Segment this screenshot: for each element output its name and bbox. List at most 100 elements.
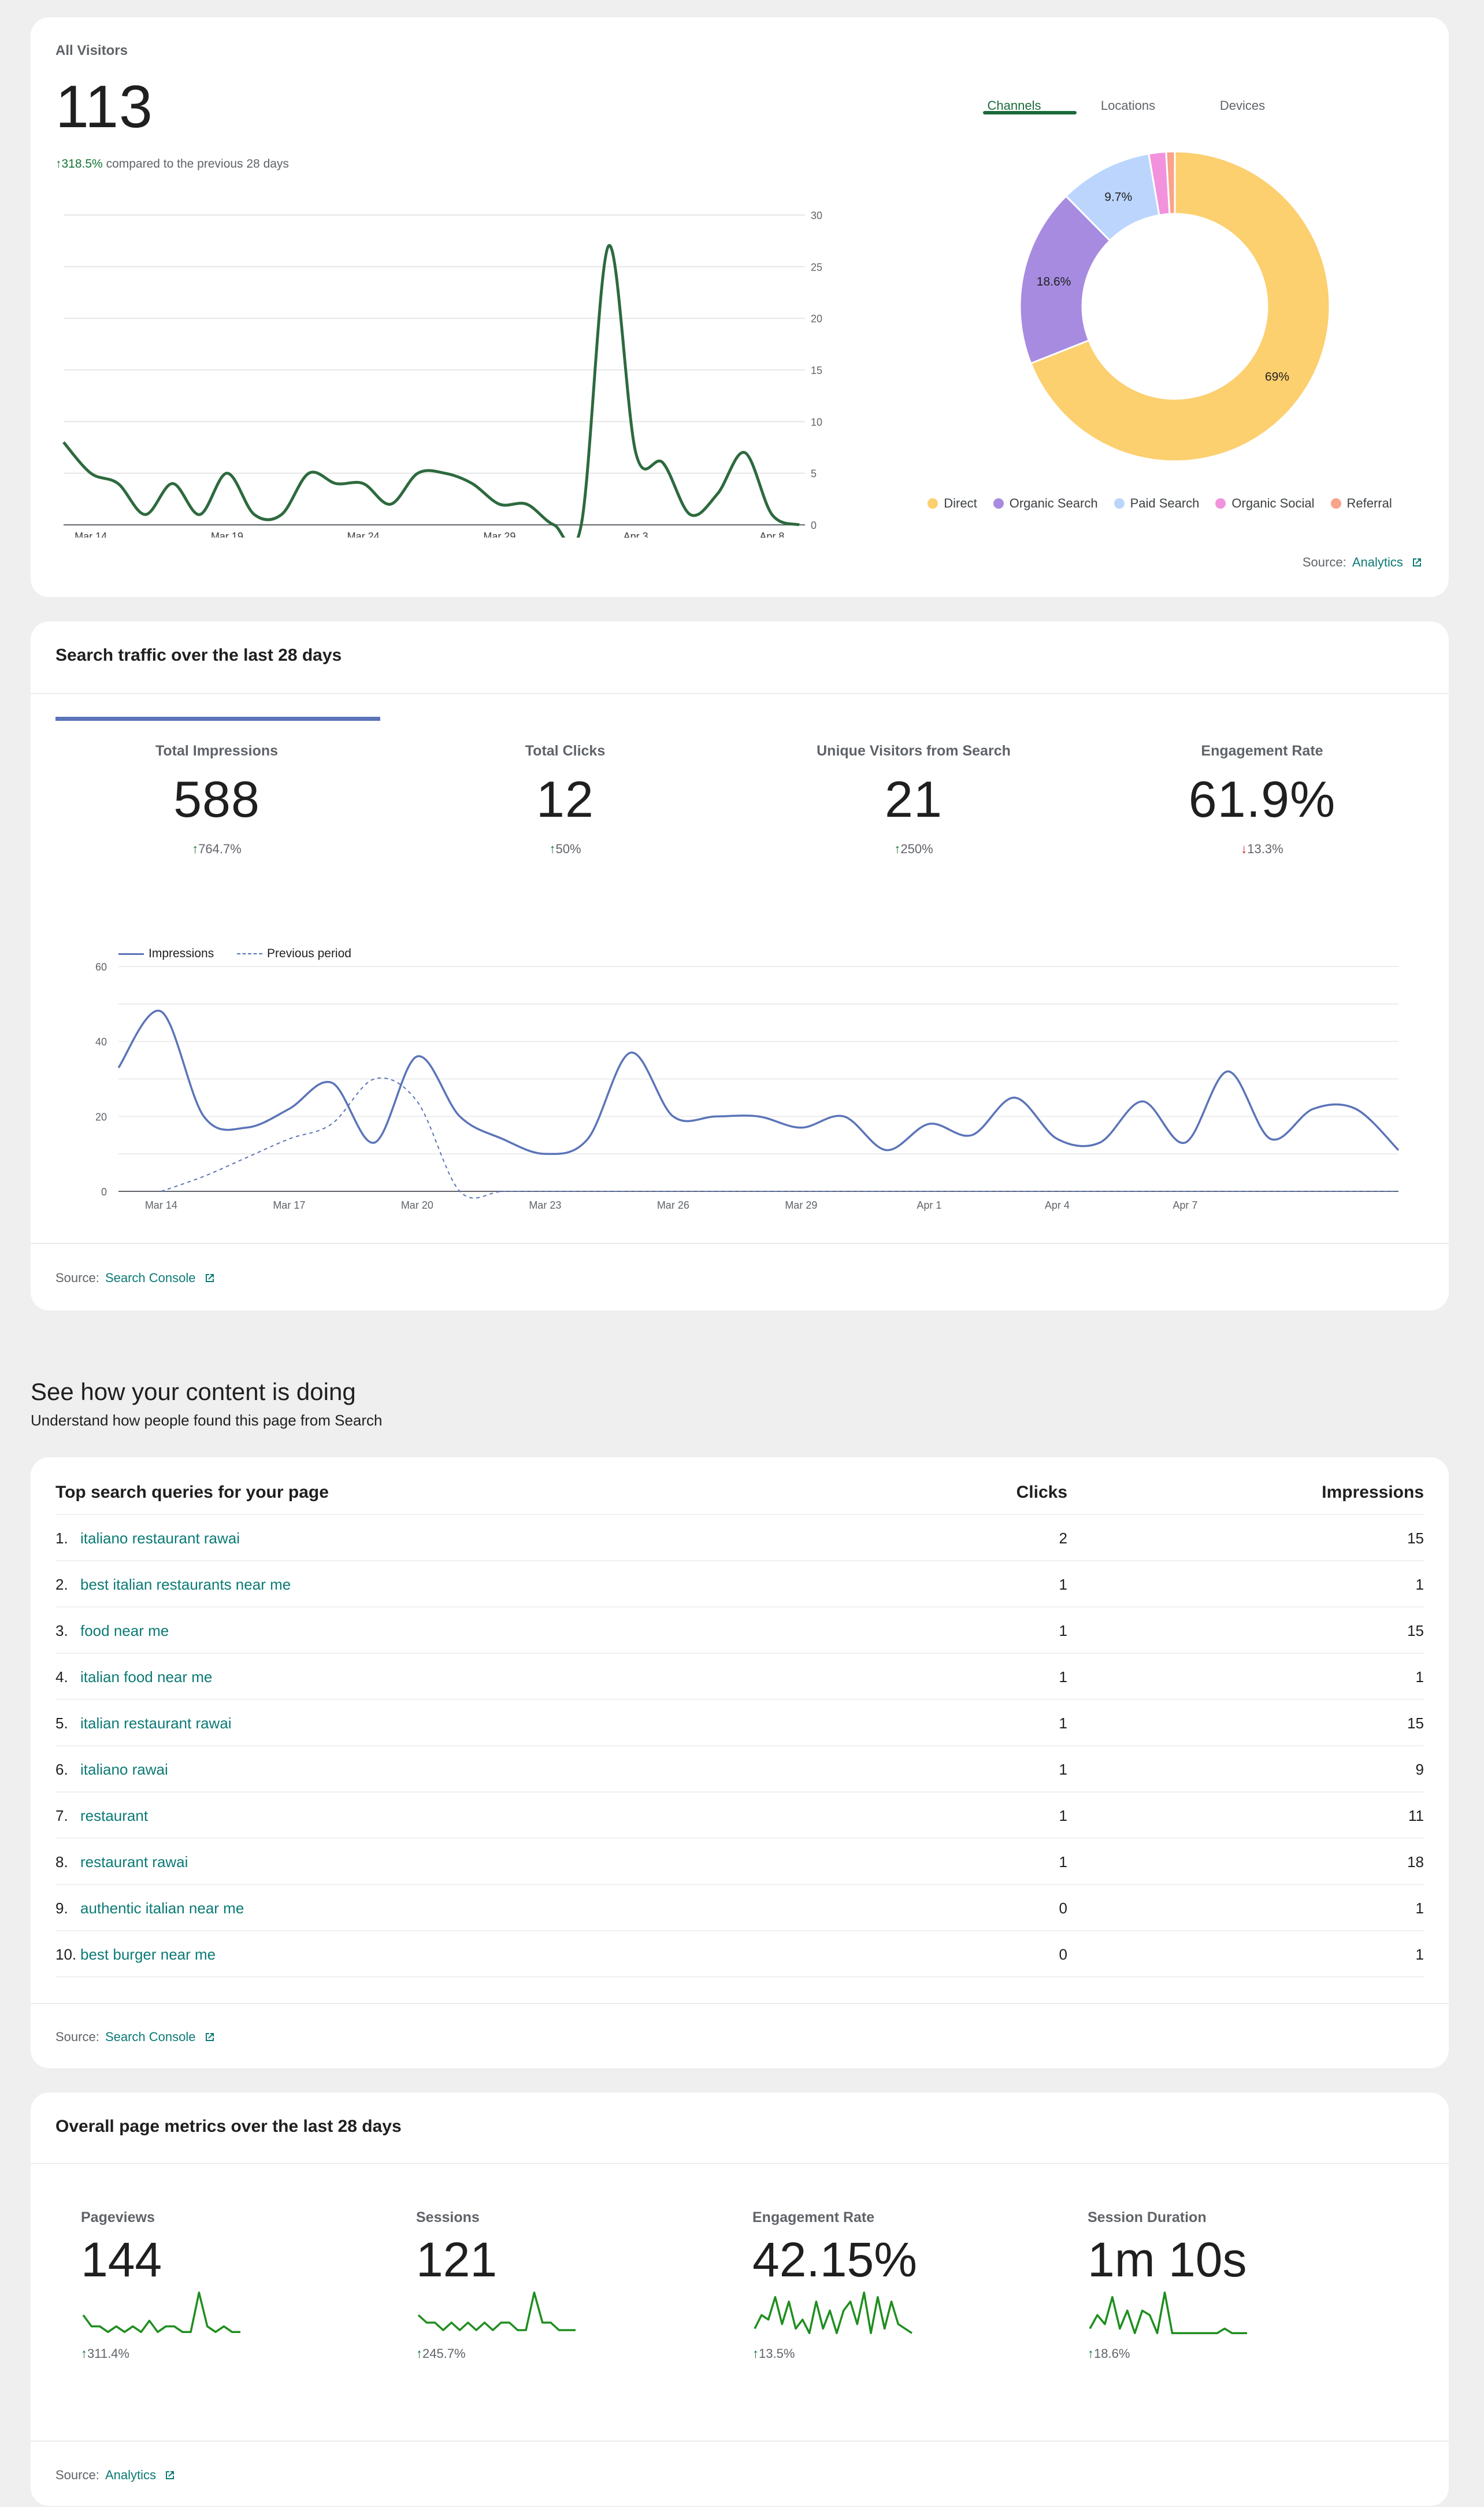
external-link-icon[interactable] bbox=[204, 2031, 216, 2043]
query-link[interactable]: italian restaurant rawai bbox=[80, 1714, 232, 1732]
query-link[interactable]: italiano restaurant rawai bbox=[80, 1530, 240, 1547]
visitors-source: Source: Analytics bbox=[1303, 555, 1423, 570]
analytics-link[interactable]: Analytics bbox=[105, 2468, 156, 2482]
x-tick-label: Mar 20 bbox=[401, 1199, 433, 1211]
content-section-title: See how your content is doing bbox=[31, 1378, 356, 1405]
sparkline-path bbox=[1089, 2291, 1247, 2334]
row-clicks: 1 bbox=[1059, 1622, 1067, 1639]
stat-total-impressions[interactable]: Total Impressions 588 ↑764.7% bbox=[155, 743, 279, 856]
x-tick-label: Mar 26 bbox=[657, 1199, 689, 1211]
analytics-link[interactable]: Analytics bbox=[1352, 555, 1403, 569]
y-tick-label: 20 bbox=[95, 1111, 107, 1123]
legend-item[interactable]: Referral bbox=[1330, 496, 1392, 511]
slice-label: 18.6% bbox=[1037, 275, 1071, 288]
search-console-link[interactable]: Search Console bbox=[105, 1271, 196, 1285]
table-row: 5. italian restaurant rawai 1 15 bbox=[55, 1700, 1424, 1746]
queries-header-clicks: Clicks bbox=[1016, 1483, 1067, 1502]
x-tick-label: Mar 14 bbox=[75, 531, 107, 538]
row-clicks: 0 bbox=[1059, 1899, 1067, 1917]
x-tick-label: Mar 14 bbox=[145, 1199, 177, 1211]
sparkline-path bbox=[754, 2291, 912, 2334]
row-rank: 10. bbox=[55, 1946, 77, 1963]
query-link[interactable]: restaurant bbox=[80, 1807, 149, 1824]
legend-impressions-label: Impressions bbox=[149, 947, 214, 960]
slice-label: 9.7% bbox=[1104, 191, 1132, 204]
y-tick-label: 60 bbox=[95, 961, 107, 973]
x-tick-label: Apr 1 bbox=[917, 1199, 941, 1211]
metric-session-duration: Session Duration 1m 10s ↑18.6% bbox=[1088, 2209, 1319, 2361]
row-rank: 3. bbox=[55, 1622, 68, 1639]
queries-source: Source: Search Console bbox=[55, 2030, 216, 2045]
row-clicks: 2 bbox=[1059, 1530, 1067, 1547]
legend-label: Referral bbox=[1346, 496, 1392, 510]
table-row: 7. restaurant 1 11 bbox=[55, 1793, 1424, 1839]
tab-channels[interactable]: Channels bbox=[987, 98, 1041, 113]
table-row: 8. restaurant rawai 1 18 bbox=[55, 1839, 1424, 1885]
page-metrics-title: Overall page metrics over the last 28 da… bbox=[55, 2117, 402, 2136]
stat-engagement-rate[interactable]: Engagement Rate 61.9% ↓13.3% bbox=[1188, 743, 1336, 856]
external-link-icon[interactable] bbox=[204, 1272, 216, 1284]
session-duration-sparkline bbox=[1089, 2291, 1247, 2334]
x-tick-label: Apr 7 bbox=[1173, 1199, 1197, 1211]
engagement-sparkline bbox=[754, 2291, 912, 2334]
y-tick-label: 25 bbox=[811, 261, 822, 273]
row-rank: 8. bbox=[55, 1853, 68, 1871]
y-tick-label: 0 bbox=[811, 520, 817, 531]
pie-slice bbox=[1019, 195, 1111, 365]
arrow-up-icon: ↑ bbox=[81, 2346, 87, 2361]
visitors-change-value: 318.5% bbox=[61, 157, 103, 171]
row-impressions: 1 bbox=[1415, 1576, 1424, 1593]
queries-header-query: Top search queries for your page bbox=[55, 1483, 329, 1502]
legend-item[interactable]: Paid Search bbox=[1114, 496, 1200, 511]
legend-item[interactable]: Organic Search bbox=[993, 496, 1098, 511]
legend-label: Paid Search bbox=[1130, 496, 1200, 510]
y-tick-label: 0 bbox=[101, 1186, 107, 1198]
row-rank: 5. bbox=[55, 1714, 68, 1732]
x-tick-label: Mar 19 bbox=[211, 531, 243, 538]
row-impressions: 9 bbox=[1415, 1761, 1424, 1778]
stat-unique-visitors[interactable]: Unique Visitors from Search 21 ↑250% bbox=[817, 743, 1011, 856]
row-clicks: 1 bbox=[1059, 1807, 1067, 1824]
search-console-link[interactable]: Search Console bbox=[105, 2030, 196, 2044]
row-clicks: 1 bbox=[1059, 1576, 1067, 1593]
row-impressions: 15 bbox=[1407, 1622, 1424, 1639]
channels-legend: Direct Organic Search Paid Search Organic S… bbox=[908, 496, 1428, 512]
y-tick-label: 15 bbox=[811, 365, 822, 376]
query-link[interactable]: authentic italian near me bbox=[80, 1899, 244, 1917]
query-link[interactable]: food near me bbox=[80, 1622, 169, 1639]
row-rank: 9. bbox=[55, 1899, 68, 1917]
tab-devices[interactable]: Devices bbox=[1219, 98, 1266, 113]
query-link[interactable]: restaurant rawai bbox=[80, 1853, 188, 1871]
search-traffic-chart: 0 20 40 60 Mar 14 Mar 17 Mar 20 Mar 23 Mar 26 Mar… bbox=[95, 961, 1400, 1211]
pageviews-sparkline bbox=[82, 2291, 240, 2333]
table-row: 10. best burger near me 0 1 bbox=[55, 1931, 1424, 1978]
query-link[interactable]: italian food near me bbox=[80, 1668, 213, 1686]
visitors-line-chart: 0 5 10 15 20 25 30 Mar 14 Mar 19 Mar 24 Mar 29 Apr … bbox=[62, 210, 822, 538]
query-link[interactable]: best italian restaurants near me bbox=[80, 1576, 291, 1593]
query-link[interactable]: italiano rawai bbox=[80, 1761, 168, 1778]
row-rank: 4. bbox=[55, 1668, 68, 1686]
legend-previous-line bbox=[237, 953, 263, 955]
x-tick-label: Apr 3 bbox=[624, 531, 648, 538]
legend-item[interactable]: Direct bbox=[928, 496, 977, 511]
page-metrics-source: Source: Analytics bbox=[55, 2468, 176, 2483]
external-link-icon[interactable] bbox=[1411, 557, 1423, 568]
visitors-total: 113 bbox=[55, 73, 153, 140]
legend-item[interactable]: Organic Social bbox=[1215, 496, 1315, 511]
query-link[interactable]: best burger near me bbox=[80, 1946, 216, 1963]
search-traffic-title: Search traffic over the last 28 days bbox=[55, 646, 342, 665]
stat-total-clicks[interactable]: Total Clicks 12 ↑50% bbox=[525, 743, 606, 856]
tab-locations[interactable]: Locations bbox=[1100, 98, 1156, 113]
divider bbox=[31, 2163, 1449, 2164]
arrow-up-icon: ↑ bbox=[1088, 2346, 1094, 2361]
x-tick-label: Mar 29 bbox=[785, 1199, 817, 1211]
y-tick-label: 40 bbox=[95, 1036, 107, 1048]
y-tick-label: 30 bbox=[811, 210, 822, 221]
row-clicks: 1 bbox=[1059, 1714, 1067, 1732]
divider bbox=[31, 693, 1449, 694]
legend-swatch bbox=[928, 498, 938, 509]
external-link-icon[interactable] bbox=[164, 2469, 176, 2481]
x-tick-label: Mar 24 bbox=[347, 531, 380, 538]
impressions-line bbox=[117, 1009, 1400, 1156]
visitors-card: All Visitors 113 ↑318.5% compared to the… bbox=[31, 17, 1449, 597]
